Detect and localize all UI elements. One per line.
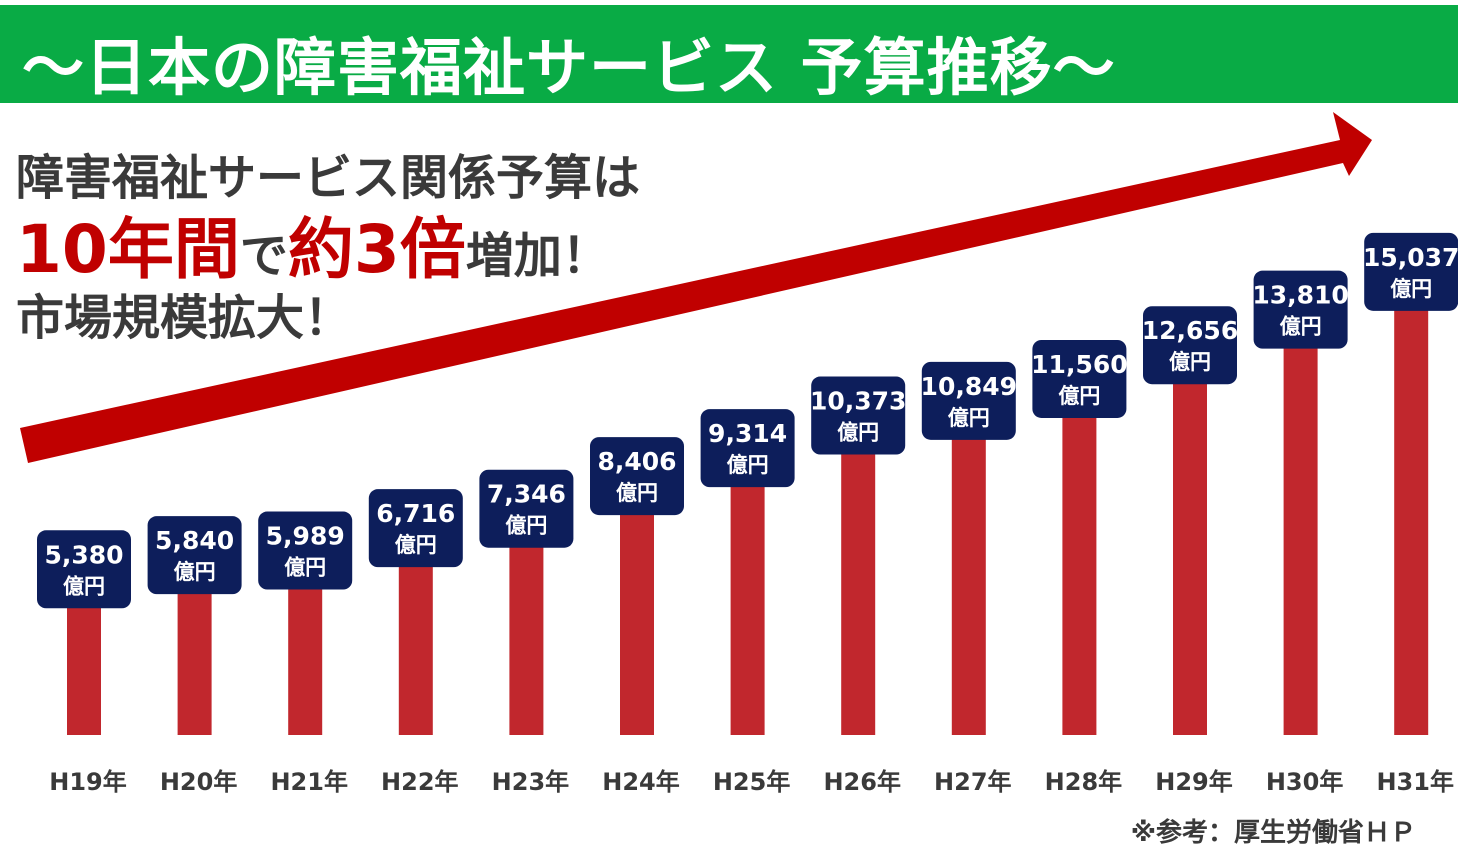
value-label-unit: 億円 — [837, 421, 879, 445]
bar-H26年 — [841, 415, 876, 735]
bar-H25年 — [730, 448, 765, 735]
value-label-box — [258, 511, 353, 590]
bar-H31年 — [1394, 271, 1429, 735]
value-label-box — [811, 376, 906, 455]
value-label-unit: 億円 — [1058, 384, 1100, 408]
bar-H28年 — [1062, 378, 1097, 735]
x-tick-label: H29年 — [1155, 768, 1232, 796]
value-label-unit: 億円 — [1280, 315, 1322, 339]
x-tick-label: H28年 — [1045, 768, 1122, 796]
value-label-unit: 億円 — [727, 453, 769, 477]
headline-increase: 増加！ — [465, 228, 610, 284]
value-label-box — [700, 409, 795, 488]
x-tick-label: H30年 — [1266, 768, 1343, 796]
x-tick-label: H25年 — [713, 768, 790, 796]
value-label-number: 15,037 — [1363, 243, 1458, 272]
x-tick-label: H19年 — [49, 768, 126, 796]
bar-H27年 — [951, 400, 986, 735]
value-label-number: 5,989 — [266, 522, 345, 551]
headline-line-3: 市場規模拡大！ — [16, 290, 353, 346]
value-label-box — [37, 530, 131, 609]
value-label-number: 6,716 — [376, 499, 455, 528]
value-label-unit: 億円 — [284, 556, 326, 580]
value-label-unit: 億円 — [395, 533, 437, 557]
value-label-box — [147, 516, 242, 595]
value-label-number: 10,849 — [921, 372, 1017, 401]
value-label: 10,849 億円 — [921, 361, 1017, 440]
value-label-box — [368, 489, 463, 568]
value-label-unit: 億円 — [1390, 277, 1432, 301]
value-label-box — [1032, 339, 1127, 418]
value-label: 12,656 億円 — [1142, 306, 1238, 385]
value-label-number: 5,840 — [155, 526, 234, 555]
value-label-number: 10,373 — [810, 387, 906, 416]
headline-line-2: 10年間で約3倍増加！ — [16, 196, 610, 292]
value-label-unit: 億円 — [63, 574, 105, 598]
value-label: 5,380 億円 — [37, 530, 131, 609]
headline-highlight-multiple: 約3倍 — [287, 211, 466, 288]
value-label: 10,373 億円 — [810, 376, 906, 455]
value-label: 15,037 億円 — [1363, 232, 1458, 311]
x-tick-label: H24年 — [602, 768, 679, 796]
value-label-box — [1143, 306, 1237, 385]
value-label-box — [1253, 270, 1348, 349]
value-label: 5,840 億円 — [147, 516, 242, 595]
value-label-box — [921, 361, 1016, 440]
title-banner: 〜日本の障害福祉サービス 予算推移〜 — [0, 5, 1458, 104]
x-tick-label: H22年 — [381, 768, 458, 796]
value-label: 6,716 億円 — [368, 489, 463, 568]
headline-line-1: 障害福祉サービス関係予算は — [16, 150, 641, 206]
value-label-unit: 億円 — [505, 514, 547, 538]
value-label: 9,314 億円 — [700, 409, 795, 488]
value-label-unit: 億円 — [616, 481, 658, 505]
x-tick-label: H31年 — [1376, 768, 1453, 796]
x-tick-label: H23年 — [492, 768, 569, 796]
trend-arrow — [20, 112, 1372, 463]
x-tick-label: H21年 — [270, 768, 347, 796]
value-label-box — [479, 469, 574, 548]
value-label: 5,989 億円 — [258, 511, 353, 590]
headline-connector: で — [239, 228, 288, 284]
x-tick-label: H20年 — [160, 768, 237, 796]
value-label-unit: 億円 — [948, 406, 990, 430]
x-tick-label: H26年 — [823, 768, 900, 796]
value-label: 11,560 億円 — [1031, 339, 1128, 418]
value-label-unit: 億円 — [1169, 350, 1211, 374]
value-label: 8,406 億円 — [590, 437, 684, 516]
value-label-number: 9,314 — [708, 419, 787, 448]
bar-H30年 — [1283, 309, 1318, 735]
value-label: 7,346 億円 — [479, 469, 574, 548]
source-note: ※参考：厚生労働省ＨＰ — [1130, 818, 1416, 848]
value-label-number: 13,810 — [1252, 281, 1348, 310]
value-label-number: 11,560 — [1031, 350, 1127, 379]
page-title: 〜日本の障害福祉サービス 予算推移〜 — [22, 31, 1116, 104]
x-tick-label: H27年 — [934, 768, 1011, 796]
bar-H24年 — [620, 476, 654, 735]
headline-highlight-years: 10年間 — [16, 211, 240, 288]
value-label-number: 12,656 — [1142, 316, 1238, 345]
value-label-box — [1364, 232, 1458, 311]
value-label-number: 7,346 — [487, 480, 566, 509]
value-label-box — [590, 437, 684, 516]
value-label-number: 8,406 — [597, 447, 676, 476]
value-label-unit: 億円 — [174, 560, 216, 584]
value-label: 13,810 億円 — [1252, 270, 1349, 349]
value-label-number: 5,380 — [44, 540, 123, 569]
bar-H29年 — [1173, 345, 1207, 735]
